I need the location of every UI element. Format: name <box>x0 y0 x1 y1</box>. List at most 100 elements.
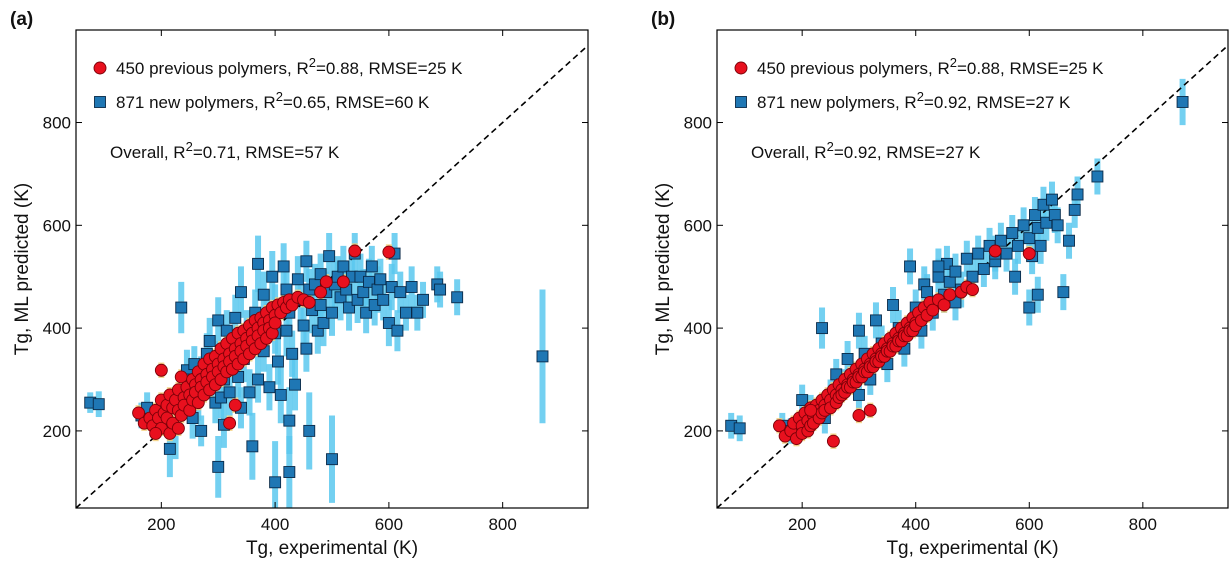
data-point-previous <box>149 427 163 440</box>
data-point-new <box>536 350 549 363</box>
plot-area <box>76 44 588 508</box>
data-point-new <box>1057 286 1070 299</box>
data-point-previous <box>268 316 282 330</box>
data-point-new <box>286 347 299 360</box>
data-point-new <box>374 273 387 286</box>
data-point-new <box>277 260 290 273</box>
data-point-new <box>1006 227 1019 239</box>
data-point-new <box>852 388 865 401</box>
data-point-new <box>887 299 899 311</box>
data-point-new <box>326 453 338 466</box>
data-point-new <box>966 270 979 283</box>
data-point-previous <box>336 275 350 289</box>
data-point-new <box>252 373 264 386</box>
data-point-new <box>400 306 412 319</box>
data-point-new <box>960 252 973 265</box>
data-point-new <box>904 260 916 273</box>
data-point-previous <box>302 295 316 309</box>
data-point-new <box>280 283 293 296</box>
data-point-new <box>243 386 256 399</box>
legend-marker-previous <box>93 61 107 75</box>
data-point-new <box>212 460 225 473</box>
data-point-new <box>272 355 284 368</box>
data-point-new <box>949 265 962 278</box>
data-point-new <box>283 414 296 427</box>
data-point-new <box>223 386 236 399</box>
data-point-new <box>870 314 882 327</box>
data-point-previous <box>132 406 146 420</box>
x-tick-label: 600 <box>1015 515 1043 534</box>
legend-marker-previous <box>734 61 748 75</box>
data-point-new <box>1017 219 1030 232</box>
data-point-new <box>377 293 390 306</box>
legend-entry: 871 new polymers, R2=0.92, RMSE=27 K <box>757 89 1071 112</box>
data-point-previous <box>382 245 396 259</box>
data-point-new <box>1009 270 1022 283</box>
data-point-previous <box>773 419 786 433</box>
data-point-new <box>1051 219 1064 232</box>
data-point-new <box>280 324 293 337</box>
y-tick-label: 800 <box>43 114 71 133</box>
data-point-new <box>1091 170 1104 183</box>
data-point-previous <box>926 303 940 317</box>
x-axis-label: Tg, experimental (K) <box>246 538 418 559</box>
data-point-previous <box>804 403 818 417</box>
data-point-previous <box>863 403 877 417</box>
x-tick-label: 800 <box>1129 515 1157 534</box>
legend-entry: 450 previous polymers, R2=0.88, RMSE=25 … <box>757 55 1104 78</box>
data-point-new <box>932 270 945 283</box>
data-point-new <box>326 306 338 319</box>
y-tick-label: 200 <box>684 422 712 441</box>
y-axis-label: Tg, ML predicted (K) <box>12 183 33 355</box>
data-point-previous <box>228 398 242 412</box>
data-point-new <box>1029 209 1041 221</box>
data-point-new <box>1034 239 1047 252</box>
data-point-new <box>274 388 287 401</box>
x-tick-label: 200 <box>788 515 816 534</box>
data-point-new <box>411 306 424 319</box>
data-point-new <box>92 398 105 411</box>
data-point-new <box>303 424 316 437</box>
data-point-new <box>1046 193 1058 206</box>
data-point-new <box>235 286 247 299</box>
data-point-new <box>357 286 370 299</box>
data-point-new <box>337 260 350 273</box>
data-point-new <box>391 324 404 337</box>
x-tick-label: 800 <box>488 515 516 534</box>
x-tick-label: 200 <box>147 515 175 534</box>
data-point-new <box>1023 232 1036 245</box>
data-point-new <box>1068 203 1081 216</box>
data-point-new <box>297 319 310 332</box>
data-point-new <box>417 293 429 306</box>
data-point-new <box>163 442 176 455</box>
data-point-new <box>300 255 313 268</box>
legend-marker-new <box>735 96 747 108</box>
data-point-new <box>816 322 828 335</box>
data-point-previous <box>852 409 866 422</box>
y-tick-label: 200 <box>43 422 71 441</box>
data-point-new <box>212 314 225 327</box>
data-point-new <box>1011 239 1024 252</box>
data-point-new <box>1063 234 1075 247</box>
data-point-new <box>382 317 395 329</box>
data-point-new <box>1023 301 1036 314</box>
data-point-new <box>195 424 208 437</box>
panel-a: 200 400 600 800 200 400 600 800 Tg, experimental… <box>10 9 589 559</box>
data-point-new <box>300 342 313 355</box>
data-point-new <box>289 378 301 391</box>
panel-label: (a) <box>10 9 33 30</box>
data-point-new <box>434 283 447 296</box>
data-point-new <box>266 270 279 283</box>
data-point-new <box>994 234 1007 247</box>
data-point-new <box>365 260 378 273</box>
x-tick-label: 600 <box>375 515 403 534</box>
data-point-new <box>323 250 336 263</box>
data-point-previous <box>154 363 168 377</box>
x-tick-label: 400 <box>261 515 289 534</box>
data-point-new <box>394 286 407 299</box>
data-point-new <box>269 476 282 489</box>
data-point-new <box>360 306 373 319</box>
data-point-new <box>371 283 384 296</box>
data-point-new <box>733 422 746 435</box>
